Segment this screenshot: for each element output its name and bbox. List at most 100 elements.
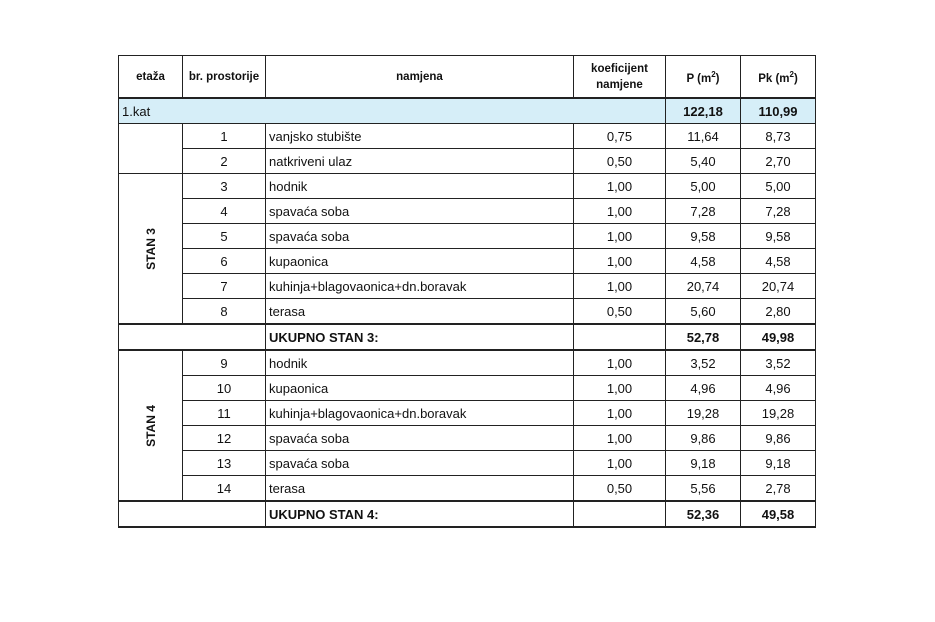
header-koeficijent: koeficijent namjene bbox=[573, 55, 666, 99]
total-p: 52,36 bbox=[665, 500, 741, 528]
coefficient: 1,00 bbox=[573, 375, 666, 401]
area-p: 11,64 bbox=[665, 123, 741, 149]
empty-cell bbox=[118, 500, 266, 528]
room-number: 1 bbox=[182, 123, 266, 149]
area-pk: 9,86 bbox=[740, 425, 816, 451]
table-row: 5 spavaća soba 1,00 9,58 9,58 bbox=[119, 223, 816, 249]
coefficient: 1,00 bbox=[573, 173, 666, 199]
area-pk: 9,58 bbox=[740, 223, 816, 249]
room-number: 5 bbox=[182, 223, 266, 249]
room-number: 13 bbox=[182, 450, 266, 476]
coefficient: 1,00 bbox=[573, 450, 666, 476]
exp: 2 bbox=[711, 69, 716, 79]
area-pk: 5,00 bbox=[740, 173, 816, 199]
header-koef-line1: koeficijent bbox=[591, 62, 648, 75]
area-pk: 7,28 bbox=[740, 198, 816, 224]
header-br-prostorije: br. prostorije bbox=[182, 55, 266, 99]
coefficient: 1,00 bbox=[573, 400, 666, 426]
coefficient: 1,00 bbox=[573, 349, 666, 376]
room-purpose: kupaonica bbox=[265, 248, 574, 274]
coefficient: 0,50 bbox=[573, 298, 666, 325]
coefficient: 0,50 bbox=[573, 475, 666, 502]
room-area-table: etaža br. prostorije namjena koeficijent… bbox=[118, 55, 816, 528]
table-row: 7 kuhinja+blagovaonica+dn.boravak 1,00 20,7… bbox=[119, 273, 816, 299]
area-p: 7,28 bbox=[665, 198, 741, 224]
room-number: 8 bbox=[182, 298, 266, 325]
coefficient: 1,00 bbox=[573, 425, 666, 451]
etaza-cell bbox=[118, 123, 183, 174]
coefficient: 1,00 bbox=[573, 273, 666, 299]
area-p: 4,96 bbox=[665, 375, 741, 401]
coefficient: 0,75 bbox=[573, 123, 666, 149]
room-number: 10 bbox=[182, 375, 266, 401]
room-purpose: natkriveni ulaz bbox=[265, 148, 574, 174]
room-number: 4 bbox=[182, 198, 266, 224]
table-row: 11 kuhinja+blagovaonica+dn.boravak 1,00 19,… bbox=[119, 400, 816, 426]
etaza-cell: STAN 4 bbox=[118, 349, 183, 502]
coefficient: 0,50 bbox=[573, 148, 666, 174]
room-purpose: spavaća soba bbox=[265, 198, 574, 224]
table-row: 4 spavaća soba 1,00 7,28 7,28 bbox=[119, 198, 816, 224]
room-number: 2 bbox=[182, 148, 266, 174]
unit-label: STAN 4 bbox=[143, 405, 158, 447]
coefficient: 1,00 bbox=[573, 198, 666, 224]
paren: ) bbox=[793, 72, 798, 85]
room-number: 11 bbox=[182, 400, 266, 426]
table-row: 13 spavaća soba 1,00 9,18 9,18 bbox=[119, 450, 816, 476]
room-purpose: hodnik bbox=[265, 349, 574, 376]
table-row: 8 terasa 0,50 5,60 2,80 bbox=[119, 298, 816, 325]
area-p: 5,40 bbox=[665, 148, 741, 174]
room-purpose: spavaća soba bbox=[265, 425, 574, 451]
room-number: 6 bbox=[182, 248, 266, 274]
area-pk: 19,28 bbox=[740, 400, 816, 426]
total-label: UKUPNO STAN 3: bbox=[265, 323, 574, 351]
header-koef-line2: namjene bbox=[596, 78, 643, 91]
area-p: 5,00 bbox=[665, 173, 741, 199]
table-row: STAN 4 9 hodnik 1,00 3,52 3,52 bbox=[118, 349, 816, 502]
total-row: UKUPNO STAN 4: 52,36 49,58 bbox=[118, 500, 816, 528]
etaza-cell: STAN 3 bbox=[118, 173, 183, 325]
coefficient: 1,00 bbox=[573, 248, 666, 274]
total-pk: 49,98 bbox=[740, 323, 816, 351]
table-row: 1 vanjsko stubište 0,75 11,64 8,73 bbox=[118, 123, 816, 174]
room-number: 14 bbox=[182, 475, 266, 502]
area-p: 20,74 bbox=[665, 273, 741, 299]
table-body: 1.kat 122,18 110,99 1 vanjsko stubište 0,7… bbox=[118, 97, 816, 528]
area-pk: 8,73 bbox=[740, 123, 816, 149]
header-p-label: P (m bbox=[686, 72, 712, 85]
total-label: UKUPNO STAN 4: bbox=[265, 500, 574, 528]
exp: 2 bbox=[789, 69, 794, 79]
room-number: 7 bbox=[182, 273, 266, 299]
room-purpose: kupaonica bbox=[265, 375, 574, 401]
room-purpose: spavaća soba bbox=[265, 223, 574, 249]
room-purpose: kuhinja+blagovaonica+dn.boravak bbox=[265, 400, 574, 426]
unit-label: STAN 3 bbox=[143, 228, 158, 270]
area-p: 5,56 bbox=[665, 475, 741, 502]
total-p: 52,78 bbox=[665, 323, 741, 351]
area-pk: 4,96 bbox=[740, 375, 816, 401]
area-p: 9,86 bbox=[665, 425, 741, 451]
empty-cell bbox=[573, 500, 666, 528]
room-number: 9 bbox=[182, 349, 266, 376]
table-row: 12 spavaća soba 1,00 9,86 9,86 bbox=[119, 425, 816, 451]
floor-row: 1.kat 122,18 110,99 bbox=[118, 97, 816, 124]
room-purpose: hodnik bbox=[265, 173, 574, 199]
room-number: 3 bbox=[182, 173, 266, 199]
empty-cell bbox=[573, 323, 666, 351]
area-pk: 3,52 bbox=[740, 349, 816, 376]
area-pk: 9,18 bbox=[740, 450, 816, 476]
area-pk: 2,78 bbox=[740, 475, 816, 502]
header-etaza: etaža bbox=[118, 55, 183, 99]
area-pk: 20,74 bbox=[740, 273, 816, 299]
total-row: UKUPNO STAN 3: 52,78 49,98 bbox=[118, 323, 816, 351]
header-pk-label: Pk (m bbox=[758, 72, 790, 85]
area-pk: 2,70 bbox=[740, 148, 816, 174]
room-purpose: terasa bbox=[265, 298, 574, 325]
floor-p: 122,18 bbox=[665, 97, 741, 124]
table-row: 6 kupaonica 1,00 4,58 4,58 bbox=[119, 248, 816, 274]
table-row: 10 kupaonica 1,00 4,96 4,96 bbox=[119, 375, 816, 401]
floor-label: 1.kat bbox=[118, 97, 666, 124]
area-p: 5,60 bbox=[665, 298, 741, 325]
total-pk: 49,58 bbox=[740, 500, 816, 528]
area-pk: 4,58 bbox=[740, 248, 816, 274]
